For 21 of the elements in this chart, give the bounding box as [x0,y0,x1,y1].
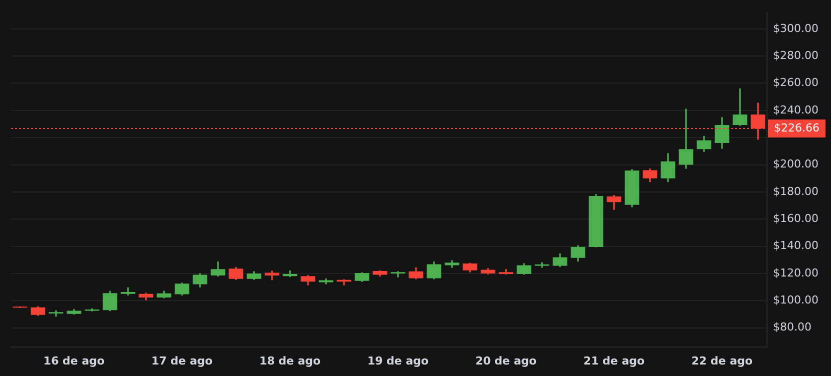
y-tick-label: $80.00 [773,320,812,334]
x-tick-label: 19 de ago [367,354,430,368]
y-tick-label: $100.00 [773,293,818,306]
ref-line-label: $226.66 [774,121,820,134]
x-tick-label: 21 de ago [583,354,646,368]
y-tick-label: $300.00 [773,22,818,35]
y-tick-label: $140.00 [773,239,818,252]
candlestick [48,310,64,317]
y-tick-label: $160.00 [773,212,818,225]
x-tick-label: 17 de ago [151,354,214,368]
x-tick-label: 22 de ago [691,354,754,368]
x-tick-label: 20 de ago [475,354,538,368]
y-tick-label: $240.00 [773,103,818,116]
candlestick [390,271,406,278]
y-tick-label: $200.00 [773,158,818,171]
y-tick-label: $280.00 [773,48,818,62]
y-tick-label: $180.00 [773,184,818,198]
y-tick-label: $260.00 [773,76,818,90]
x-tick-label: 16 de ago [43,354,106,368]
y-tick-label: $120.00 [773,266,818,280]
x-tick-label: 18 de ago [259,354,322,368]
